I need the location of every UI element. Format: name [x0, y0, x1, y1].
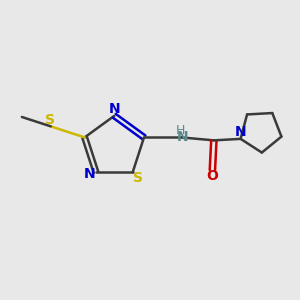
Text: N: N [109, 102, 120, 116]
Text: O: O [206, 169, 218, 183]
Text: N: N [84, 167, 95, 181]
Text: S: S [45, 113, 55, 127]
Text: H: H [176, 124, 185, 137]
Text: S: S [133, 171, 143, 184]
Text: N: N [177, 130, 188, 144]
Text: N: N [235, 125, 246, 139]
